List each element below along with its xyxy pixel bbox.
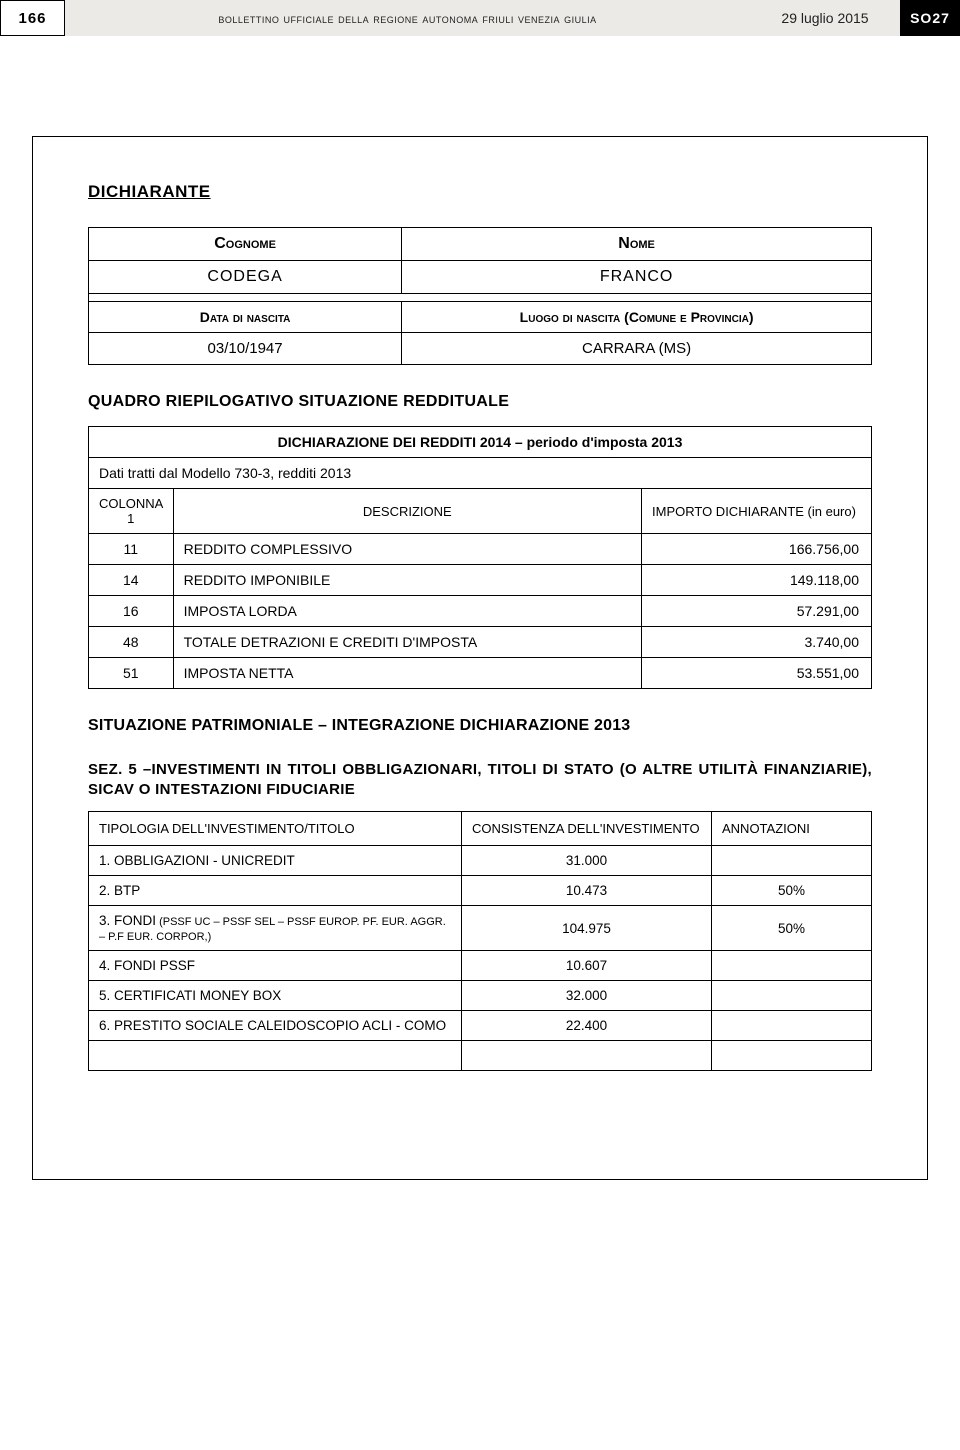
annotazioni-value: 50% xyxy=(712,906,872,951)
descrizione-value: TOTALE DETRAZIONI E CREDITI D'IMPOSTA xyxy=(173,627,641,658)
nome-value: FRANCO xyxy=(402,261,872,294)
data-nascita-header: Data di nascita xyxy=(89,302,402,333)
tipologia-value: 2. BTP xyxy=(89,876,462,906)
tipologia-value: 3. FONDI (PSSF UC – PSSF SEL – PSSF EURO… xyxy=(89,906,462,951)
consistenza-value: 10.473 xyxy=(462,876,712,906)
annotazioni-value xyxy=(712,1011,872,1041)
colonna-value: 48 xyxy=(89,627,174,658)
table-row: 14REDDITO IMPONIBILE149.118,00 xyxy=(89,565,872,596)
sezione5-title: SEZ. 5 –INVESTIMENTI IN TITOLI OBBLIGAZI… xyxy=(88,760,872,799)
dati-tratti-row: Dati tratti dal Modello 730-3, redditi 2… xyxy=(89,458,872,489)
nome-header: Nome xyxy=(402,228,872,261)
annotazioni-value xyxy=(712,981,872,1011)
table-row: 6. PRESTITO SOCIALE CALEIDOSCOPIO ACLI -… xyxy=(89,1011,872,1041)
descrizione-value: IMPOSTA LORDA xyxy=(173,596,641,627)
luogo-nascita-header: Luogo di nascita (Comune e Provincia) xyxy=(402,302,872,333)
consistenza-value: 32.000 xyxy=(462,981,712,1011)
annotazioni-header: ANNOTAZIONI xyxy=(712,812,872,846)
descrizione-value: IMPOSTA NETTA xyxy=(173,658,641,689)
investments-table: TIPOLOGIA DELL'INVESTIMENTO/TITOLO CONSI… xyxy=(88,811,872,1071)
colonna-value: 16 xyxy=(89,596,174,627)
redditi-table: DICHIARAZIONE DEI REDDITI 2014 – periodo… xyxy=(88,426,872,689)
consistenza-header: CONSISTENZA DELL'INVESTIMENTO xyxy=(462,812,712,846)
quadro-title: QUADRO RIEPILOGATIVO SITUAZIONE REDDITUA… xyxy=(88,393,872,411)
data-nascita-value: 03/10/1947 xyxy=(89,333,402,365)
importo-header: IMPORTO DICHIARANTE (in euro) xyxy=(642,489,872,534)
dichiarazione-header: DICHIARAZIONE DEI REDDITI 2014 – periodo… xyxy=(89,427,872,458)
consistenza-value: 31.000 xyxy=(462,846,712,876)
tipologia-value: 5. CERTIFICATI MONEY BOX xyxy=(89,981,462,1011)
cognome-value: CODEGA xyxy=(89,261,402,294)
importo-value: 3.740,00 xyxy=(642,627,872,658)
consistenza-value: 10.607 xyxy=(462,951,712,981)
colonna-value: 14 xyxy=(89,565,174,596)
name-table: Cognome Nome CODEGA FRANCO Data di nasci… xyxy=(88,227,872,365)
situazione-title: SITUAZIONE PATRIMONIALE – INTEGRAZIONE D… xyxy=(88,717,872,735)
consistenza-value: 22.400 xyxy=(462,1011,712,1041)
importo-value: 149.118,00 xyxy=(642,565,872,596)
table-row: 51IMPOSTA NETTA53.551,00 xyxy=(89,658,872,689)
table-row: 4. FONDI PSSF10.607 xyxy=(89,951,872,981)
colonna1-header: COLONNA 1 xyxy=(89,489,174,534)
importo-value: 166.756,00 xyxy=(642,534,872,565)
table-row: 48TOTALE DETRAZIONI E CREDITI D'IMPOSTA3… xyxy=(89,627,872,658)
dichiarante-section-title: DICHIARANTE xyxy=(88,182,872,202)
colonna-value: 11 xyxy=(89,534,174,565)
table-row: 1. OBBLIGAZIONI - UNICREDIT31.000 xyxy=(89,846,872,876)
table-row: 11REDDITO COMPLESSIVO166.756,00 xyxy=(89,534,872,565)
luogo-nascita-value: CARRARA (MS) xyxy=(402,333,872,365)
table-row: 2. BTP10.47350% xyxy=(89,876,872,906)
cognome-header: Cognome xyxy=(89,228,402,261)
importo-value: 57.291,00 xyxy=(642,596,872,627)
tipologia-value: 4. FONDI PSSF xyxy=(89,951,462,981)
descrizione-value: REDDITO IMPONIBILE xyxy=(173,565,641,596)
page-number-left: 166 xyxy=(0,0,65,36)
consistenza-value: 104.975 xyxy=(462,906,712,951)
bulletin-title: bollettino ufficiale della regione auton… xyxy=(65,0,750,36)
tipologia-header: TIPOLOGIA DELL'INVESTIMENTO/TITOLO xyxy=(89,812,462,846)
table-row: 3. FONDI (PSSF UC – PSSF SEL – PSSF EURO… xyxy=(89,906,872,951)
page-number-right: SO27 xyxy=(900,0,960,36)
header-date: 29 luglio 2015 xyxy=(750,0,900,36)
table-row: 5. CERTIFICATI MONEY BOX32.000 xyxy=(89,981,872,1011)
annotazioni-value xyxy=(712,846,872,876)
spacer-row xyxy=(89,294,872,302)
tipologia-value: 1. OBBLIGAZIONI - UNICREDIT xyxy=(89,846,462,876)
colonna-value: 51 xyxy=(89,658,174,689)
table-row-empty xyxy=(89,1041,872,1071)
header-bar: 166 bollettino ufficiale della regione a… xyxy=(0,0,960,36)
tipologia-value: 6. PRESTITO SOCIALE CALEIDOSCOPIO ACLI -… xyxy=(89,1011,462,1041)
annotazioni-value: 50% xyxy=(712,876,872,906)
table-row: 16IMPOSTA LORDA57.291,00 xyxy=(89,596,872,627)
descrizione-value: REDDITO COMPLESSIVO xyxy=(173,534,641,565)
annotazioni-value xyxy=(712,951,872,981)
descrizione-header: DESCRIZIONE xyxy=(173,489,641,534)
importo-value: 53.551,00 xyxy=(642,658,872,689)
document-body: DICHIARANTE Cognome Nome CODEGA FRANCO D… xyxy=(32,136,928,1180)
